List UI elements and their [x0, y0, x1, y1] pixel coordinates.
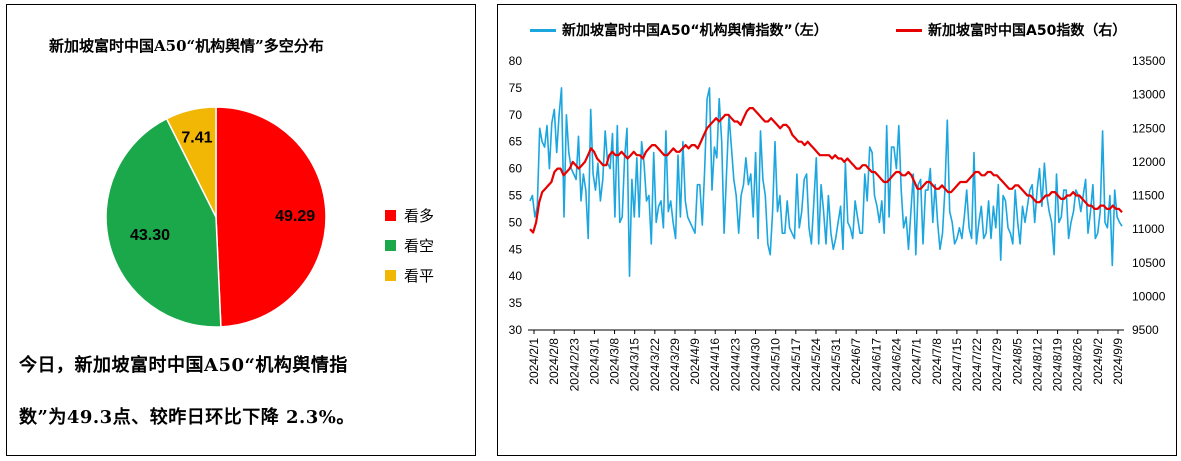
legend-index: 新加坡富时中国A50指数（右）	[896, 20, 1126, 40]
legend-item-neutral: 看平	[385, 265, 434, 285]
line-chart: 30 35 40 45 50 55 60 65 70 75 80 9500 10000 10500 1100…	[509, 54, 1166, 392]
x-tick-label: 2024/2/8	[547, 338, 561, 385]
x-tick-label: 2024/6/24	[889, 338, 903, 392]
x-tick-label: 2024/6/17	[869, 338, 883, 392]
x-tick-label: 2024/9/2	[1091, 338, 1105, 385]
x-tick-label: 2024/8/19	[1051, 338, 1065, 392]
series-line-sentiment	[529, 87, 1123, 278]
x-tick-label: 2024/5/31	[829, 338, 843, 392]
y-left-tick-label: 70	[509, 108, 523, 122]
y-right-tick-label: 12500	[1132, 121, 1166, 135]
x-tick-label: 2024/7/8	[930, 338, 944, 385]
x-tick-label: 2024/5/24	[809, 338, 823, 392]
y-right-tick-label: 9500	[1132, 323, 1159, 337]
legend-line-index	[896, 28, 922, 32]
legend-swatch-bullish	[385, 209, 396, 221]
y-right-tick-label: 13000	[1132, 88, 1166, 102]
y-right-tick-label: 12000	[1132, 155, 1166, 169]
pie-slice-0	[215, 106, 327, 328]
y-left-tick-label: 60	[509, 162, 523, 176]
pie-chart: 49.29 43.30 7.41	[105, 106, 327, 328]
pie-chart-title: 新加坡富时中国A50“机构舆情”多空分布	[49, 37, 324, 55]
legend-swatch-neutral	[385, 269, 396, 281]
x-tick-label: 2024/5/17	[789, 338, 803, 392]
pie-slice-2	[165, 106, 217, 218]
y-left-tick-label: 50	[509, 215, 523, 229]
pie-slice-label-1: 43.30	[130, 227, 170, 244]
x-tick-label: 2024/7/22	[970, 338, 984, 392]
legend-label-neutral: 看平	[404, 266, 435, 285]
x-tick-label: 2024/3/29	[668, 338, 682, 392]
x-tick-label: 2024/2/23	[567, 338, 581, 392]
x-tick-label: 2024/4/30	[749, 338, 763, 392]
y-left-tick-label: 35	[509, 296, 523, 310]
legend-sentiment: 新加坡富时中国A50“机构舆情指数”（左）	[530, 20, 828, 40]
y-left-tick-label: 65	[509, 135, 523, 149]
legend-item-bearish: 看空	[385, 235, 434, 255]
x-tick-label: 2024/3/22	[648, 338, 662, 392]
y-left-tick-label: 55	[509, 189, 523, 203]
summary-text-line1: 今日，新加坡富时中国A50“机构舆情指	[19, 355, 348, 376]
y-right-tick-label: 11000	[1132, 222, 1165, 236]
pie-slice-label-2: 7.41	[181, 130, 212, 147]
y-right-tick-label: 11500	[1132, 189, 1165, 203]
x-tick-label: 2024/8/5	[1010, 338, 1024, 385]
legend-label-bullish: 看多	[404, 206, 435, 225]
y-right-tick-label: 13500	[1132, 54, 1166, 68]
x-tick-label: 2024/7/29	[990, 338, 1004, 392]
x-tick-label: 2024/3/1	[587, 338, 601, 385]
x-tick-label: 2024/3/8	[608, 338, 622, 385]
x-tick-label: 2024/4/23	[728, 338, 742, 392]
x-tick-label: 2024/8/12	[1030, 338, 1044, 392]
x-tick-label: 2024/2/1	[527, 338, 541, 385]
x-tick-label: 2024/7/1	[910, 338, 924, 385]
y-left-tick-label: 30	[509, 323, 523, 337]
x-tick-label: 2024/7/15	[950, 338, 964, 392]
legend-line-sentiment	[530, 28, 556, 32]
y-left-tick-label: 75	[509, 81, 523, 95]
x-tick-label: 2024/3/15	[628, 338, 642, 392]
y-right-tick-label: 10500	[1132, 256, 1166, 270]
x-tick-label: 2024/4/9	[688, 338, 702, 385]
y-left-tick-label: 80	[509, 54, 523, 68]
x-tick-label: 2024/6/7	[849, 338, 863, 385]
pie-chart-panel: 新加坡富时中国A50“机构舆情”多空分布 49.29 43.30 7.41 看多 看…	[6, 4, 476, 456]
pie-slice-label-0: 49.29	[275, 208, 315, 225]
y-left-tick-label: 40	[509, 269, 523, 283]
legend-swatch-bearish	[385, 239, 396, 251]
y-right-tick-label: 10000	[1132, 289, 1166, 303]
x-tick-label: 2024/4/16	[708, 338, 722, 392]
series-line-index	[529, 106, 1123, 234]
x-tick-label: 2024/5/10	[769, 338, 783, 392]
line-chart-panel: 新加坡富时中国A50“机构舆情指数”（左） 新加坡富时中国A50指数（右） 30…	[497, 4, 1177, 456]
legend-item-bullish: 看多	[385, 205, 434, 225]
x-tick-label: 2024/8/26	[1071, 338, 1085, 392]
legend-label-bearish: 看空	[404, 236, 435, 255]
legend-label-sentiment: 新加坡富时中国A50“机构舆情指数”（左）	[562, 23, 828, 39]
y-left-tick-label: 45	[509, 242, 523, 256]
x-tick-label: 2024/9/9	[1111, 338, 1125, 385]
legend-label-index: 新加坡富时中国A50指数（右）	[928, 23, 1127, 39]
summary-text-line2: 数”为49.3点、较昨日环比下降 2.3%。	[19, 407, 355, 428]
